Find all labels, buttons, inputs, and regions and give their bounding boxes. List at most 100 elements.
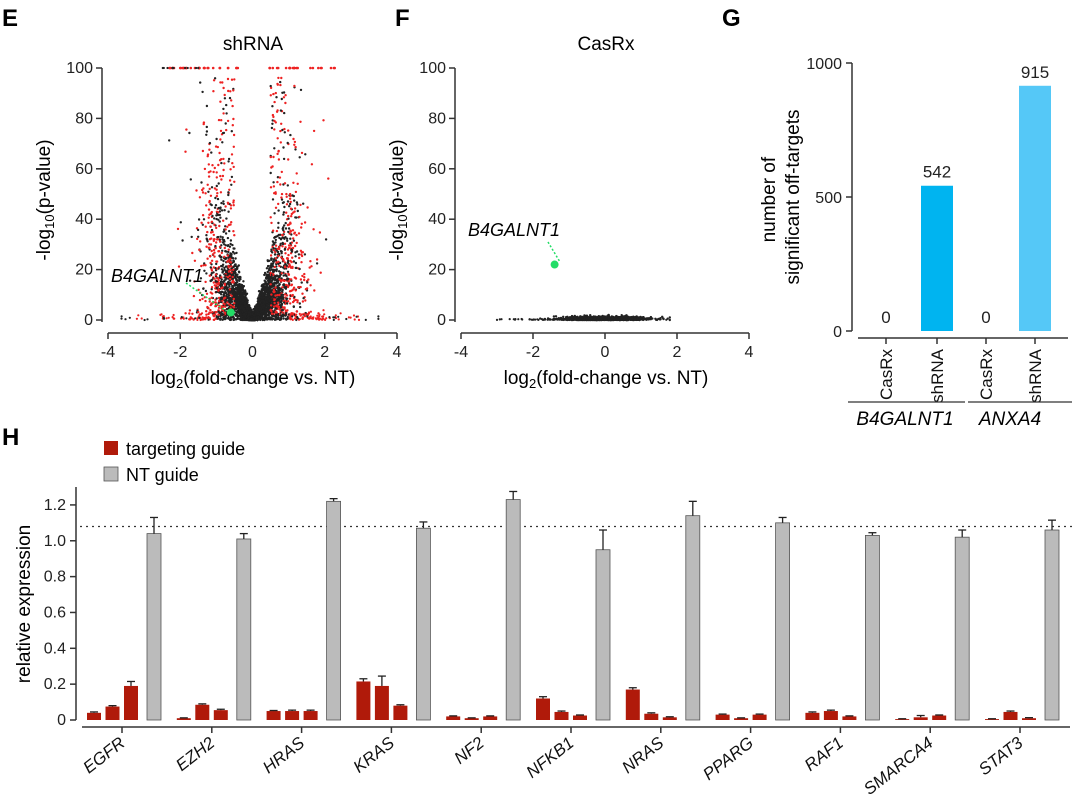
data-point bbox=[274, 257, 278, 260]
data-point bbox=[180, 316, 183, 319]
data-point bbox=[229, 296, 232, 300]
data-point bbox=[272, 247, 275, 250]
data-point bbox=[337, 318, 340, 321]
data-point bbox=[266, 259, 270, 263]
data-point bbox=[218, 240, 222, 243]
data-point bbox=[327, 177, 330, 180]
data-point bbox=[201, 149, 205, 153]
data-point bbox=[294, 148, 297, 151]
data-point bbox=[218, 245, 222, 248]
data-point bbox=[275, 261, 278, 264]
data-point bbox=[231, 104, 234, 108]
data-point bbox=[225, 265, 228, 268]
y-tick-label: 40 bbox=[75, 211, 93, 228]
data-point bbox=[289, 133, 292, 137]
data-point bbox=[277, 221, 280, 225]
data-point bbox=[303, 221, 307, 224]
data-point bbox=[229, 268, 232, 272]
data-point bbox=[221, 318, 224, 321]
data-point bbox=[282, 283, 286, 286]
data-point bbox=[283, 307, 286, 310]
data-point bbox=[258, 314, 261, 317]
data-point bbox=[287, 214, 290, 218]
data-point bbox=[295, 201, 299, 204]
data-point bbox=[285, 195, 288, 198]
data-point bbox=[299, 120, 302, 124]
data-point bbox=[276, 83, 279, 86]
data-point bbox=[214, 196, 217, 200]
data-point bbox=[292, 286, 296, 289]
data-point bbox=[226, 119, 230, 123]
data-point bbox=[294, 255, 297, 258]
data-point bbox=[283, 293, 287, 296]
data-point bbox=[234, 276, 237, 280]
data-point bbox=[237, 270, 241, 273]
data-point bbox=[227, 256, 230, 259]
data-point bbox=[197, 66, 200, 70]
data-point bbox=[287, 158, 290, 161]
data-point bbox=[212, 318, 215, 321]
data-point bbox=[165, 317, 168, 320]
data-point bbox=[205, 245, 208, 248]
data-point bbox=[223, 279, 226, 282]
data-point bbox=[230, 300, 234, 303]
data-point bbox=[208, 300, 211, 303]
data-point bbox=[296, 301, 299, 304]
data-point bbox=[280, 76, 283, 80]
data-point bbox=[269, 254, 273, 257]
data-point bbox=[228, 188, 231, 191]
data-point bbox=[201, 191, 205, 194]
data-point bbox=[280, 97, 283, 101]
data-point bbox=[210, 296, 213, 299]
data-point bbox=[264, 318, 267, 321]
data-point bbox=[159, 313, 162, 316]
data-point bbox=[332, 66, 336, 70]
data-point bbox=[257, 298, 260, 302]
data-point bbox=[262, 303, 265, 306]
data-point bbox=[204, 225, 207, 228]
data-point bbox=[214, 301, 217, 304]
x-axis-title: log2(fold-change vs. NT) bbox=[151, 368, 356, 391]
data-point bbox=[240, 296, 244, 299]
data-point bbox=[199, 318, 202, 322]
data-point bbox=[272, 260, 275, 263]
data-point bbox=[198, 196, 202, 199]
data-point bbox=[271, 298, 274, 301]
data-point bbox=[339, 312, 342, 315]
data-point bbox=[303, 312, 306, 315]
data-point bbox=[286, 277, 290, 281]
data-point bbox=[226, 236, 230, 240]
data-point bbox=[227, 193, 230, 197]
data-point bbox=[205, 133, 208, 136]
data-point bbox=[275, 269, 278, 273]
data-point bbox=[261, 285, 264, 288]
data-point bbox=[288, 205, 291, 208]
data-point bbox=[267, 314, 270, 317]
data-point bbox=[202, 187, 205, 190]
data-point bbox=[281, 295, 285, 299]
data-point bbox=[222, 259, 225, 263]
data-point bbox=[249, 310, 252, 314]
data-point bbox=[296, 203, 299, 206]
data-point bbox=[222, 313, 225, 316]
data-point bbox=[185, 317, 188, 320]
data-point bbox=[285, 317, 288, 320]
data-point bbox=[205, 316, 208, 319]
data-point bbox=[256, 312, 259, 316]
data-point bbox=[211, 253, 215, 256]
data-point bbox=[223, 240, 226, 243]
data-point bbox=[229, 207, 233, 210]
data-point bbox=[291, 300, 295, 304]
data-point bbox=[215, 290, 218, 294]
data-point bbox=[273, 147, 276, 150]
data-point bbox=[298, 312, 301, 315]
data-point bbox=[184, 66, 187, 70]
data-point bbox=[239, 299, 242, 302]
data-point bbox=[294, 145, 297, 149]
data-point bbox=[316, 314, 319, 317]
data-point bbox=[562, 315, 565, 318]
data-point bbox=[284, 252, 287, 255]
data-point bbox=[212, 266, 215, 269]
data-point bbox=[271, 301, 274, 304]
chart-title: CasRx bbox=[577, 34, 635, 55]
